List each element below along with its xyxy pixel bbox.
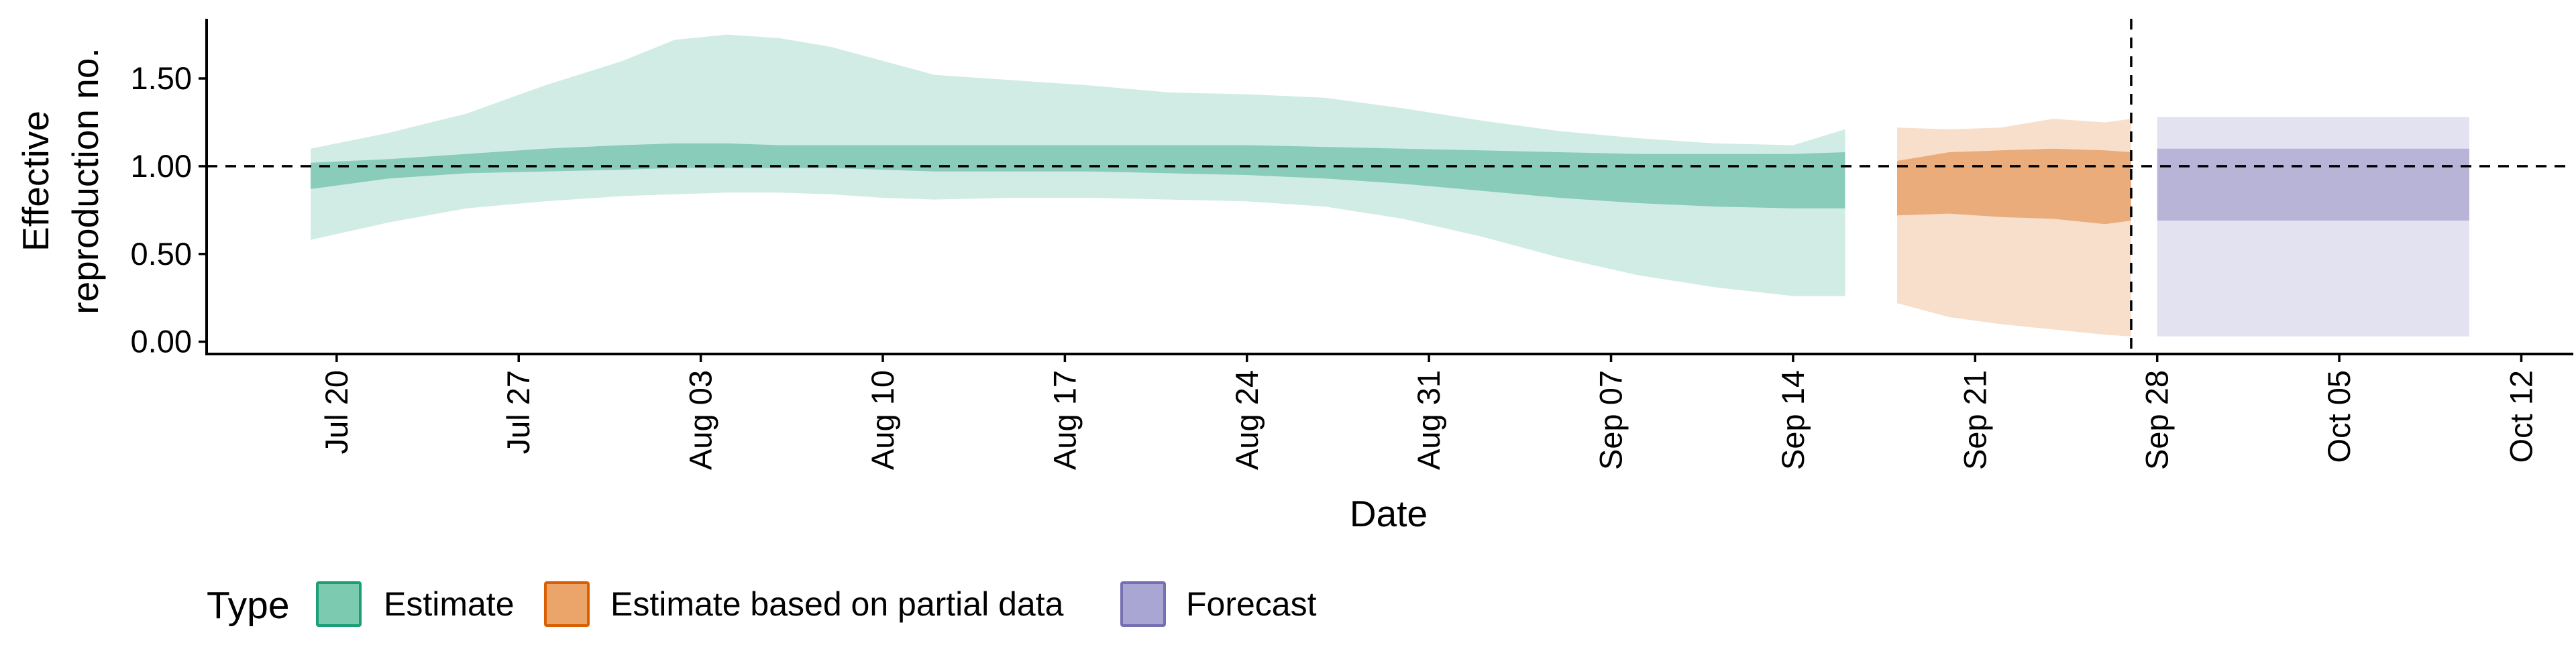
legend: Type Estimate Estimate based on partial … (207, 581, 1317, 627)
legend-item-estimate: Estimate (316, 581, 515, 627)
legend-label-forecast: Forecast (1186, 585, 1317, 623)
ribbon-90-partial (1897, 119, 2131, 337)
legend-item-forecast: Forecast (1120, 581, 1317, 627)
ribbon-90-forecast (2157, 117, 2469, 337)
legend-label-partial: Estimate based on partial data (610, 585, 1064, 623)
legend-item-partial: Estimate based on partial data (544, 581, 1064, 627)
ribbon-50-estimate (311, 143, 1845, 209)
reference-lines (207, 19, 2573, 354)
x-axis-title: Date (1350, 493, 1428, 534)
y-tick-label: 0.00 (131, 324, 192, 359)
x-tick-label: Aug 24 (1229, 370, 1265, 470)
axes (205, 19, 2573, 355)
x-tick-label: Jul 20 (319, 370, 354, 454)
x-tick-label: Aug 31 (1411, 370, 1446, 470)
legend-key-forecast (1120, 581, 1166, 627)
x-tick-label: Aug 03 (683, 370, 718, 470)
y-axis-title-line-1: Effective (15, 111, 56, 251)
legend-key-partial (544, 581, 590, 627)
y-tick-label: 1.50 (131, 60, 192, 96)
legend-label-estimate: Estimate (384, 585, 515, 623)
ribbon-50-partial (1897, 148, 2131, 225)
y-tick-label: 0.50 (131, 236, 192, 272)
ribbon-layer (311, 34, 2469, 337)
x-tick-label: Sep 21 (1957, 370, 1992, 470)
x-tick-label: Sep 14 (1775, 370, 1811, 470)
x-tick-label: Jul 27 (500, 370, 536, 454)
y-ticks: 0.00 0.50 1.00 1.50 (131, 60, 207, 359)
x-tick-label: Oct 05 (2321, 370, 2357, 463)
legend-title: Type (207, 584, 290, 627)
x-tick-label: Aug 17 (1046, 370, 1082, 470)
x-tick-label: Aug 10 (865, 370, 900, 470)
x-tick-label: Sep 28 (2139, 370, 2175, 470)
y-axis-title: Effective reproduction no. (15, 48, 106, 314)
y-tick-label: 1.00 (131, 148, 192, 184)
ribbon-50-forecast (2157, 148, 2469, 221)
x-tick-label: Oct 12 (2504, 370, 2539, 463)
legend-key-estimate (316, 581, 362, 627)
y-axis-title-line-2: reproduction no. (64, 48, 106, 314)
x-tick-label: Sep 07 (1593, 370, 1629, 470)
x-ticks: Jul 20 Jul 27 Aug 03 Aug 10 Aug 17 Aug 24 Aug … (319, 354, 2539, 470)
